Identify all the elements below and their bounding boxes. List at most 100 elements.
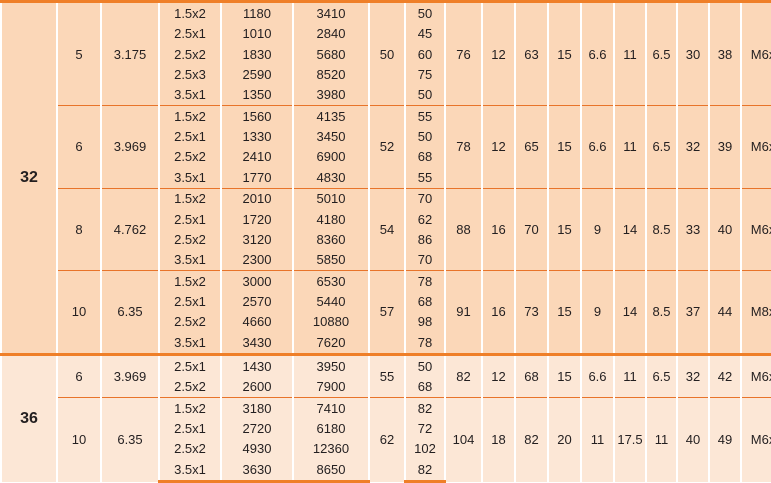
dim-w-cell: 6.6 — [580, 105, 615, 189]
dim-h1-cell: 6.5 — [645, 0, 678, 106]
lead-cell: 1.5x2 — [158, 0, 222, 24]
dim-l-cell: 68 — [514, 352, 549, 398]
dim-l-cell: 73 — [514, 270, 549, 355]
dynamic-load-cell: 3180 — [220, 397, 294, 419]
dynamic-load-cell: 2600 — [220, 376, 294, 398]
dim-l1-cell: 16 — [481, 187, 516, 271]
dim-n1-cell: 40 — [708, 187, 742, 271]
dim-col8-cell: 50 — [404, 126, 446, 147]
dim-l1-cell: 12 — [481, 352, 516, 398]
dynamic-load-cell: 3430 — [220, 332, 294, 355]
lead-cell: 2.5x2 — [158, 438, 222, 460]
dim-col8-cell: 82 — [404, 397, 446, 419]
dim-d-cell: 82 — [444, 352, 483, 398]
static-load-cell: 5010 — [292, 187, 370, 210]
bore-mm-cell: 4.762 — [100, 187, 160, 271]
dim-n1-cell: 39 — [708, 105, 742, 189]
table-row: 2.5x1257054406834 — [1, 291, 771, 312]
dim-n1-cell: 44 — [708, 270, 742, 355]
static-load-cell: 6530 — [292, 270, 370, 292]
table-row: 3.5x1343076207846 — [1, 332, 771, 355]
static-load-cell: 4830 — [292, 167, 370, 189]
dynamic-load-cell: 2590 — [220, 64, 294, 85]
dim-n1-cell: 49 — [708, 397, 742, 482]
lead-cell: 3.5x1 — [158, 84, 222, 106]
dim-w-cell: 9 — [580, 270, 615, 355]
bore-mm-cell: 6.35 — [100, 270, 160, 355]
dim-b-cell: 20 — [547, 397, 582, 482]
lead-cell: 2.5x1 — [158, 352, 222, 377]
thread-cell: M8x1P — [740, 270, 771, 355]
thread-cell: M6x1P — [740, 397, 771, 482]
dim-n-cell: 37 — [676, 270, 710, 355]
dim-l1-cell: 12 — [481, 105, 516, 189]
dim-col8-cell: 50 — [404, 0, 446, 24]
lead-cell: 2.5x1 — [158, 291, 222, 312]
table-row: 3.5x1230058507044 — [1, 249, 771, 271]
dim-col7-cell: 52 — [368, 105, 406, 189]
dim-b-cell: 15 — [547, 105, 582, 189]
table-row: 2.5x1172041806232 — [1, 209, 771, 230]
static-load-cell: 4135 — [292, 105, 370, 127]
dim-b-cell: 15 — [547, 0, 582, 106]
lead-cell: 1.5x2 — [158, 105, 222, 127]
static-load-cell: 8650 — [292, 459, 370, 483]
static-load-cell: 6900 — [292, 146, 370, 168]
dim-d-cell: 78 — [444, 105, 483, 189]
dynamic-load-cell: 2570 — [220, 291, 294, 312]
dynamic-load-cell: 1430 — [220, 352, 294, 377]
dim-l-cell: 70 — [514, 187, 549, 271]
table-row: 2.5x2183056806059 — [1, 44, 771, 65]
lead-cell: 2.5x2 — [158, 376, 222, 398]
bore-mm-cell: 3.969 — [100, 105, 160, 189]
dim-l1-cell: 16 — [481, 270, 516, 355]
dim-col7-cell: 54 — [368, 187, 406, 271]
dim-n1-cell: 42 — [708, 352, 742, 398]
dim-col8-cell: 75 — [404, 64, 446, 85]
dim-col8-cell: 50 — [404, 84, 446, 106]
dim-col7-cell: 55 — [368, 352, 406, 398]
dim-h-cell: 11 — [613, 352, 647, 398]
table-row: 2.5x2241069006860 — [1, 146, 771, 168]
dynamic-load-cell: 1830 — [220, 44, 294, 65]
dim-h1-cell: 6.5 — [645, 352, 678, 398]
dynamic-load-cell: 1330 — [220, 126, 294, 147]
dim-h-cell: 14 — [613, 270, 647, 355]
dim-h1-cell: 8.5 — [645, 270, 678, 355]
frame-size-cell: 36 — [0, 352, 58, 482]
static-load-cell: 3980 — [292, 84, 370, 106]
lead-cell: 2.5x2 — [158, 311, 222, 333]
lead-cell: 1.5x2 — [158, 270, 222, 292]
dim-n-cell: 33 — [676, 187, 710, 271]
bore-mm-cell: 6.35 — [100, 397, 160, 482]
static-load-cell: 8360 — [292, 229, 370, 250]
static-load-cell: 2840 — [292, 23, 370, 45]
dynamic-load-cell: 4660 — [220, 311, 294, 333]
thread-cell: M6x1P — [740, 105, 771, 189]
dim-d-cell: 91 — [444, 270, 483, 355]
dim-n-cell: 40 — [676, 397, 710, 482]
bore-cell: 10 — [56, 397, 102, 482]
table-row: 2.5x1272061807237 — [1, 418, 771, 439]
dim-n-cell: 32 — [676, 352, 710, 398]
dim-n-cell: 32 — [676, 105, 710, 189]
lead-cell: 2.5x3 — [158, 64, 222, 85]
dynamic-load-cell: 2010 — [220, 187, 294, 210]
table-row: 2.5x2312083608662 — [1, 229, 771, 250]
dim-w-cell: 9 — [580, 187, 615, 271]
lead-cell: 2.5x1 — [158, 23, 222, 45]
lead-cell: 1.5x2 — [158, 397, 222, 419]
table-row: 2.5x3259085207587 — [1, 64, 771, 85]
dim-col8-cell: 78 — [404, 270, 446, 292]
table-row: 2.5x2260079006867 — [1, 376, 771, 398]
lead-cell: 2.5x1 — [158, 209, 222, 230]
dim-b-cell: 15 — [547, 270, 582, 355]
table-row: 10 6.35 1.5x2 3180 7410 62 82 104 18 82 20 11 17.5 11… — [1, 397, 771, 482]
static-load-cell: 10880 — [292, 311, 370, 333]
dim-l1-cell: 12 — [481, 0, 516, 106]
static-load-cell: 7620 — [292, 332, 370, 355]
table-row: 2.5x24660108809865 — [1, 311, 771, 333]
dim-w-cell: 6.6 — [580, 352, 615, 398]
